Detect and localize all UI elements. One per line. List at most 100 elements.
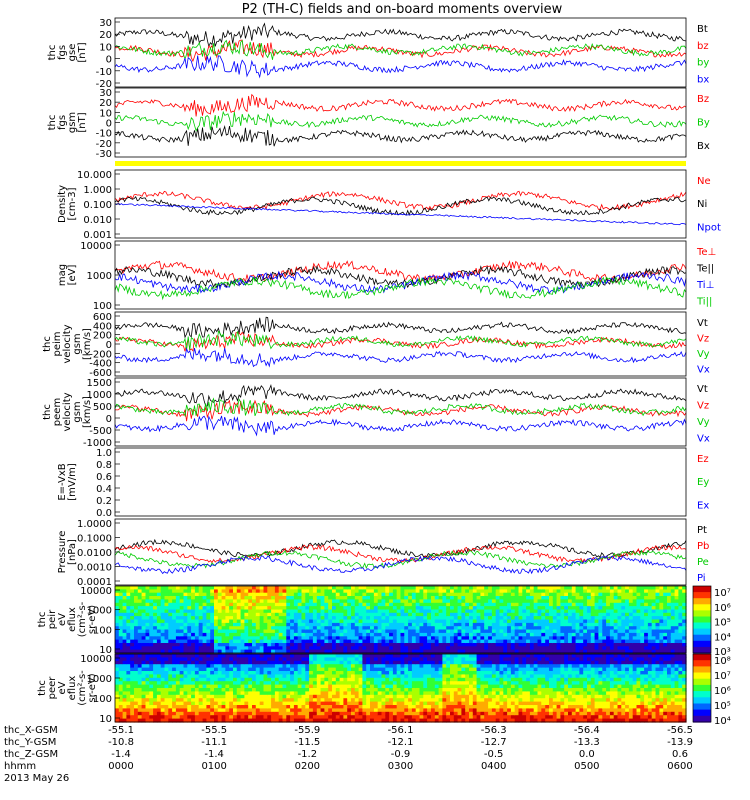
heatmap-cell: [233, 654, 238, 658]
heatmap-cell: [309, 657, 314, 662]
heatmap-cell: [480, 599, 485, 604]
heatmap-cell: [175, 667, 181, 672]
heatmap-cell: [282, 589, 287, 594]
heatmap-cell: [434, 654, 440, 658]
heatmap-cell: [175, 654, 181, 658]
heatmap-cell: [149, 708, 154, 713]
heatmap-cell: [343, 616, 348, 621]
heatmap-cell: [126, 639, 131, 644]
heatmap-cell: [373, 671, 379, 675]
heatmap-cell: [259, 592, 265, 597]
heatmap-cell: [644, 609, 649, 614]
heatmap-cell: [320, 649, 325, 654]
heatmap-cell: [392, 643, 398, 647]
heatmap-cell: [278, 681, 284, 686]
heatmap-cell: [480, 612, 485, 617]
heatmap-cell: [316, 589, 322, 594]
heatmap-cell: [210, 698, 215, 703]
heatmap-cell: [343, 654, 348, 658]
heatmap-cell: [156, 664, 162, 669]
heatmap-cell: [389, 619, 394, 624]
heatmap-cell: [431, 677, 436, 682]
heatmap-cell: [115, 705, 120, 709]
heatmap-cell: [282, 586, 287, 590]
heatmap-cell: [183, 609, 188, 614]
heatmap-cell: [137, 664, 143, 669]
heatmap-cell: [552, 609, 558, 614]
heatmap-cell: [632, 646, 638, 651]
heatmap-cell: [236, 612, 242, 617]
heatmap-cell: [145, 626, 150, 631]
heatmap-cell: [370, 592, 375, 597]
heatmap-cell: [385, 602, 390, 607]
heatmap-cell: [198, 708, 204, 713]
heatmap-cell: [115, 606, 120, 611]
heatmap-cell: [670, 602, 676, 607]
heatmap-cell: [118, 708, 124, 713]
heatmap-cell: [301, 632, 306, 637]
heatmap-cell: [377, 586, 383, 590]
heatmap-cell: [187, 632, 192, 637]
heatmap-cell: [423, 698, 428, 703]
heatmap-cell: [392, 691, 398, 696]
heatmap-cell: [472, 632, 478, 637]
heatmap-cell: [168, 691, 173, 696]
heatmap-cell: [526, 636, 531, 641]
heatmap-cell: [134, 677, 139, 682]
heatmap-cell: [533, 616, 539, 621]
heatmap-cell: [400, 671, 405, 675]
heatmap-cell: [377, 654, 383, 658]
heatmap-cell: [145, 711, 150, 716]
heatmap-cell: [233, 657, 238, 662]
heatmap-cell: [396, 674, 402, 679]
heatmap-cell: [400, 619, 405, 624]
heatmap-cell: [248, 586, 253, 590]
heatmap-cell: [647, 592, 653, 597]
heatmap-cell: [297, 694, 303, 699]
heatmap-cell: [312, 602, 318, 607]
heatmap-cell: [290, 667, 295, 672]
heatmap-cell: [233, 602, 238, 607]
heatmap-cell: [370, 691, 375, 696]
heatmap-cell: [248, 612, 253, 617]
heatmap-cell: [339, 674, 344, 679]
heatmap-cell: [370, 684, 375, 689]
heatmap-cell: [210, 671, 215, 675]
heatmap-cell: [339, 660, 344, 665]
heatmap-cell: [282, 646, 287, 651]
heatmap-cell: [499, 609, 504, 614]
heatmap-cell: [587, 643, 592, 647]
heatmap-cell: [541, 586, 546, 590]
legend-entry: Vt: [697, 384, 708, 395]
heatmap-cell: [427, 708, 432, 713]
heatmap-cell: [354, 701, 360, 706]
heatmap-cell: [472, 636, 478, 641]
heatmap-cell: [354, 715, 360, 720]
heatmap-cell: [267, 632, 272, 637]
heatmap-cell: [366, 586, 371, 590]
heatmap-cell: [552, 626, 558, 631]
heatmap-cell: [145, 664, 150, 669]
heatmap-cell: [305, 616, 310, 621]
heatmap-cell: [438, 649, 443, 654]
heatmap-cell: [389, 596, 394, 600]
heatmap-cell: [309, 688, 314, 692]
heatmap-cell: [442, 609, 447, 614]
heatmap-cell: [141, 609, 146, 614]
heatmap-cell: [488, 602, 493, 607]
heatmap-cell: [590, 612, 596, 617]
heatmap-cell: [183, 674, 188, 679]
heatmap-cell: [609, 606, 615, 611]
heatmap-cell: [640, 612, 645, 617]
heatmap-cell: [632, 589, 638, 594]
heatmap-cell: [465, 646, 470, 651]
heatmap-cell: [370, 660, 375, 665]
heatmap-cell: [134, 671, 139, 675]
heatmap-cell: [274, 671, 280, 675]
heatmap-cell: [568, 602, 573, 607]
heatmap-cell: [362, 592, 367, 597]
heatmap-cell: [453, 632, 459, 637]
heatmap-cell: [187, 698, 192, 703]
heatmap-cell: [286, 599, 291, 604]
heatmap-cell: [457, 616, 462, 621]
